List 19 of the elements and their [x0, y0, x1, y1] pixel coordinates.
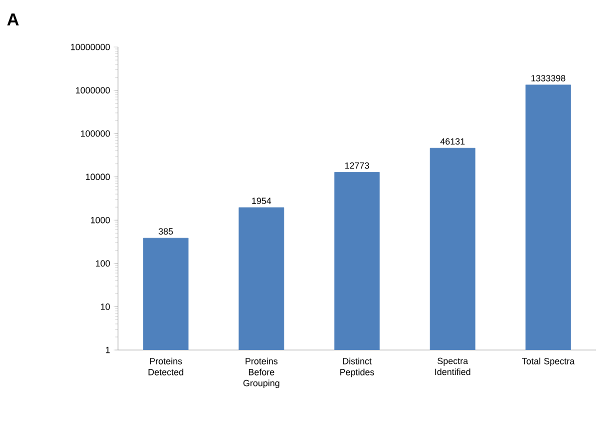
data-label: 46131 [440, 138, 465, 145]
y-tick-label: 1000 [90, 216, 110, 224]
y-tick-label: 100 [96, 260, 110, 267]
y-tick-label: 10 [100, 304, 110, 310]
data-label: 12773 [345, 162, 370, 169]
data-label: 1954 [252, 198, 272, 204]
y-tick-label: 1 [106, 346, 110, 354]
x-tick-label: Distinct Peptides [340, 358, 374, 378]
x-tick-label: Proteins Before Grouping [243, 358, 280, 388]
x-tick-label: Spectra Identified [435, 358, 470, 376]
x-tick-label: Total Spectra [522, 358, 575, 366]
y-tick-label: 10000000 [71, 44, 110, 50]
y-tick-label: 1000000 [76, 87, 110, 94]
data-label: 1333398 [531, 75, 566, 82]
y-tick-label: 100000 [80, 130, 110, 137]
data-label: 385 [158, 228, 173, 235]
chart-title: A [7, 14, 19, 26]
y-tick-label: 10000 [86, 174, 110, 180]
x-tick-label: Proteins Detected [148, 358, 184, 376]
